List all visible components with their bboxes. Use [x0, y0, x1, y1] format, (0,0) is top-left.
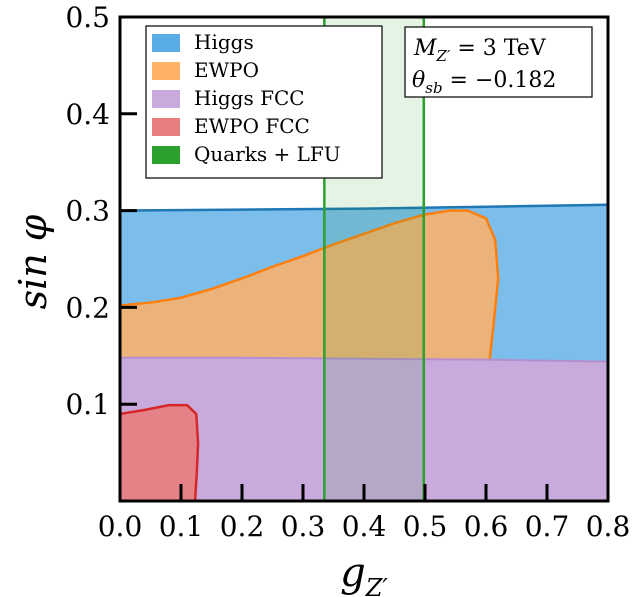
boundary-higgs	[120, 203, 608, 212]
x-tick-label: 0.2	[220, 510, 265, 543]
x-tick-label: 0.6	[464, 510, 509, 543]
x-tick-label: 0.3	[281, 510, 326, 543]
legend-label-higgs: Higgs	[194, 30, 254, 54]
legend-label-higgs-fcc: Higgs FCC	[194, 86, 305, 110]
y-tick-label: 0.3	[65, 195, 110, 228]
legend-frame	[145, 25, 383, 179]
boundary-higgs-fcc	[120, 356, 608, 363]
parameter-box: MZ′ = 3 TeV θsb = −0.182	[404, 26, 593, 98]
region-ewpo-fcc	[120, 405, 199, 501]
x-tick-label: 0.1	[159, 510, 204, 543]
x-tick-label: 0.4	[342, 510, 387, 543]
tick-labels: 0.0 0.1 0.2 0.3 0.4 0.5 0.6 0.7 0.8 0.1 0.2 0.3 0.4 0…	[65, 1, 630, 543]
x-axis-label: gZ′	[340, 550, 388, 597]
y-tick-label: 0.1	[65, 388, 110, 421]
x-tick-label: 0.7	[525, 510, 570, 543]
legend-swatch-quarks-lfu	[152, 146, 180, 164]
parameter-box-frame	[404, 26, 593, 98]
plot-frame	[118, 15, 610, 503]
legend-label-ewpo: EWPO	[194, 58, 259, 82]
y-tick-label: 0.4	[65, 98, 110, 131]
axis-ticks	[118, 15, 610, 501]
legend-swatch-higgs	[152, 34, 180, 52]
region-higgs-fcc	[120, 357, 608, 501]
y-tick-label: 0.2	[65, 291, 110, 324]
x-tick-label: 0.8	[586, 510, 631, 543]
x-tick-label: 0.5	[403, 510, 448, 543]
legend-swatch-ewpo	[152, 62, 180, 80]
legend-swatch-higgs-fcc	[152, 90, 180, 108]
legend-label-ewpo-fcc: EWPO FCC	[194, 114, 310, 138]
x-tick-label: 0.0	[98, 510, 143, 543]
legend: Higgs EWPO Higgs FCC EWPO FCC Quarks + LFU	[145, 25, 383, 179]
parameter-mass: MZ′ = 3 TeV	[413, 36, 547, 65]
boundary-ewpo-fcc	[120, 403, 200, 501]
parameter-theta: θsb = −0.182	[412, 68, 556, 97]
legend-swatch-ewpo-fcc	[152, 118, 180, 136]
legend-label-quarks-lfu: Quarks + LFU	[194, 142, 341, 166]
y-tick-label: 0.5	[65, 1, 110, 34]
y-axis-label: sin φ	[11, 214, 55, 309]
